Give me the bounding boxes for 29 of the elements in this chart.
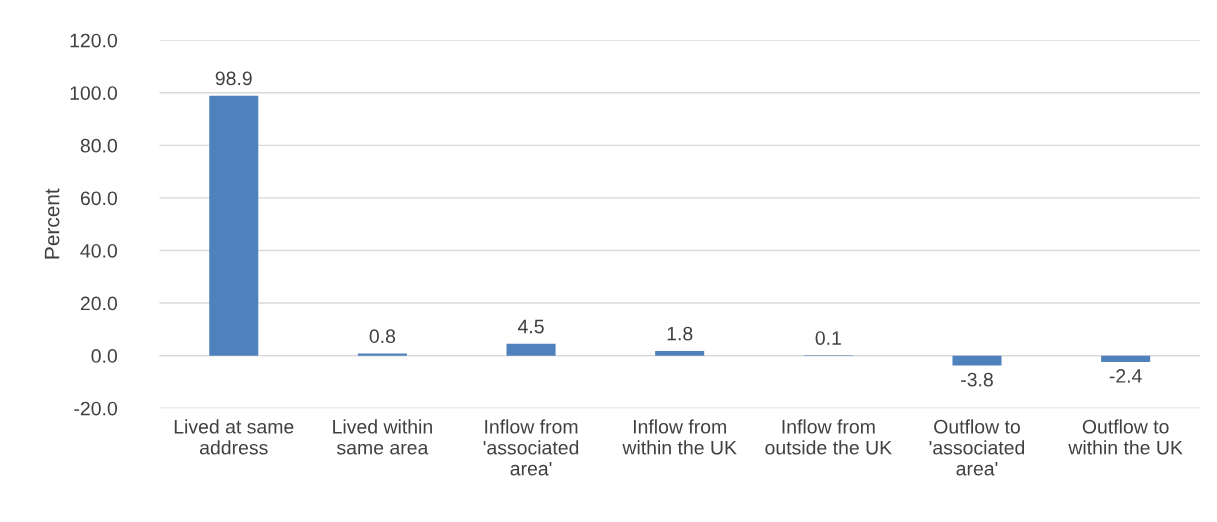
data-label: 0.1	[815, 331, 841, 345]
x-tick-label: Outflow to within the UK	[1068, 419, 1183, 455]
y-tick-label: 40.0	[80, 243, 117, 258]
bar	[655, 350, 705, 356]
y-tick-label: 20.0	[80, 296, 117, 311]
y-tick-label: 60.0	[80, 191, 117, 206]
x-tick-label: Lived at same address	[174, 419, 294, 455]
data-label: 1.8	[667, 326, 693, 341]
data-label: -3.8	[961, 372, 993, 387]
y-tick-label: -20.0	[74, 401, 117, 416]
bar	[506, 343, 556, 356]
bar	[209, 95, 259, 356]
y-tick-label: 80.0	[80, 138, 117, 153]
y-tick-label: 120.0	[70, 33, 117, 48]
x-tick-label: Outflow to 'associated area'	[929, 419, 1025, 476]
bar	[952, 355, 1002, 366]
data-label: 4.5	[517, 319, 544, 334]
x-tick-label: Inflow from 'associated area'	[483, 419, 579, 476]
data-label: 98.9	[215, 71, 252, 86]
bar	[1101, 355, 1151, 362]
data-label: 0.8	[369, 329, 396, 344]
y-tick-label: 100.0	[70, 86, 117, 100]
bar	[357, 353, 407, 356]
y-axis-title: Percent	[44, 188, 60, 259]
x-tick-label: Inflow from within the UK	[622, 419, 737, 455]
x-tick-label: Inflow from outside the UK	[765, 419, 892, 455]
data-label: -2.4	[1109, 369, 1142, 383]
y-tick-label: 0.0	[91, 349, 117, 363]
x-tick-label: Lived within same area	[333, 419, 432, 455]
